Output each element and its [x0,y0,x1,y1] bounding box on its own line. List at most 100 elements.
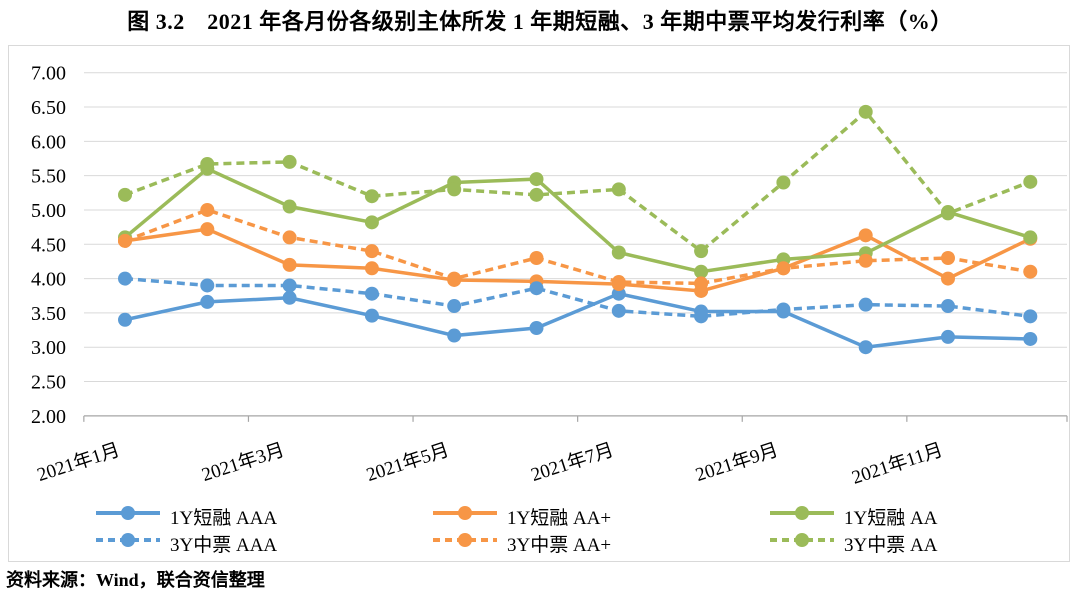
y-tick-label: 6.50 [31,97,66,119]
legend-marker-solid-orange-icon [432,504,498,528]
data-point-marker [1023,309,1038,324]
legend-label: 1Y短融 AA [844,507,938,529]
data-point-marker [529,251,544,266]
series-5 [118,104,1038,259]
data-point-marker [364,308,379,323]
data-point-marker [200,278,215,293]
x-tick-label: 2021年3月 [199,439,287,486]
series-line [124,276,1031,319]
data-point-marker [858,104,873,119]
data-point-marker [694,309,709,324]
data-point-marker [611,182,626,197]
data-point-marker [776,261,791,276]
data-point-marker [858,253,873,268]
legend-marker-glyph [770,506,834,520]
series-0 [118,286,1038,355]
data-point-marker [447,182,462,197]
y-tick-label: 2.00 [31,406,66,428]
data-point-marker [529,187,544,202]
series-line [123,166,1031,274]
data-point-marker [941,299,955,314]
legend-label: 3Y中票 AA [844,534,938,556]
legend-marker-solid-green-icon [769,504,835,528]
x-axis-ticks [83,415,1068,422]
data-point-marker [118,312,132,327]
legend-item-3y-aaplus: 3Y中票 AA+ [432,531,769,556]
legend-marker-glyph [96,533,160,547]
legend-label: 1Y短融 AA+ [507,507,612,529]
x-tick-label: 2021年9月 [693,439,781,486]
data-point-marker [364,261,379,276]
data-point-marker [282,278,297,293]
data-point-marker [200,202,215,217]
data-point-marker [1023,230,1038,245]
chart-container: 7.00 6.50 6.00 5.50 5.00 4.50 4.00 3.50 3.00 2.50… [8,45,1070,562]
y-tick-label: 3.50 [31,303,66,325]
data-point-marker [282,199,297,214]
legend-marker-dashed-blue-icon [95,531,161,555]
series-line [124,208,1031,286]
y-tick-label: 7.00 [31,63,66,85]
series-line [124,227,1032,293]
data-point-marker [364,215,379,230]
y-axis-labels: 7.00 6.50 6.00 5.50 5.00 4.50 4.00 3.50 3.00 2.50… [31,63,66,428]
series-line [124,291,1031,350]
legend-marker-glyph [433,506,497,520]
data-point-marker [611,286,626,301]
data-point-marker [694,264,709,279]
y-tick-label: 3.00 [31,337,66,359]
data-point-marker [447,328,462,343]
legend-item-1y-aa: 1Y短融 AA [769,504,1080,529]
series-3 [118,271,1038,324]
data-point-marker [118,271,132,286]
data-point-marker [529,281,544,296]
legend-marker-dashed-green-icon [769,531,835,555]
data-point-marker [447,299,462,314]
series-4 [118,202,1038,291]
data-point-marker [776,175,791,190]
legend-marker-glyph [770,533,834,547]
series-line [124,109,1031,254]
y-tick-label: 5.50 [31,166,66,188]
x-tick-label: 2021年7月 [528,439,616,486]
data-point-marker [611,303,626,318]
x-tick-label: 2021年11月 [849,439,945,489]
data-point-marker [364,244,379,259]
data-point-marker [941,329,955,344]
legend-marker-glyph [96,506,160,520]
legend-marker-glyph [433,533,497,547]
legend-label: 1Y短融 AAA [170,507,278,529]
data-point-marker [1023,264,1038,279]
data-point-marker [282,290,297,305]
legend-marker-solid-blue-icon [95,504,161,528]
data-point-marker [282,154,297,169]
x-axis-labels: 2021年1月 2021年3月 2021年5月 2021年7月 2021年9月 2021年… [34,439,945,489]
data-point-marker [118,233,132,248]
data-point-marker [694,244,709,259]
data-point-marker [282,257,297,272]
data-point-marker [1023,174,1038,189]
data-point-marker [941,251,955,266]
figure-title: 图 3.2 2021 年各月份各级别主体所发 1 年期短融、3 年期中票平均发行… [127,9,953,34]
data-point-marker [200,222,215,237]
data-point-marker [694,276,709,291]
legend-item-1y-aaa: 1Y短融 AAA [95,504,432,529]
data-point-marker [364,189,379,204]
y-tick-label: 6.00 [31,131,66,153]
data-point-marker [1023,331,1038,346]
data-point-marker [447,271,462,286]
data-point-marker [776,302,791,317]
legend-item-1y-aaplus: 1Y短融 AA+ [432,504,769,529]
chart-plot-area: 7.00 6.50 6.00 5.50 5.00 4.50 4.00 3.50 3.00 2.50… [31,63,1068,489]
y-tick-label: 2.50 [31,372,66,394]
data-point-marker [118,187,132,202]
data-point-marker [858,297,873,312]
x-tick-label: 2021年5月 [364,439,452,486]
legend-label: 3Y中票 AA+ [507,534,612,556]
data-point-marker [858,340,873,355]
x-tick-label: 2021年1月 [34,439,122,486]
data-point-marker [529,172,544,187]
data-point-marker [611,275,626,290]
chart-legend: 1Y短融 AAA 1Y短融 AA+ 1Y短融 AA 3Y中票 AAA 3Y中票 … [95,504,1080,556]
legend-item-3y-aaa: 3Y中票 AAA [95,531,432,556]
